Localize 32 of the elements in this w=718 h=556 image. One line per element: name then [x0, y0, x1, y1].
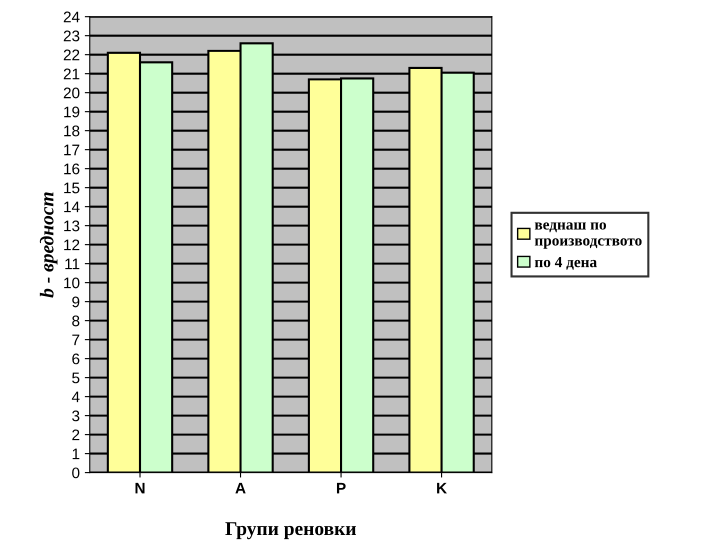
y-tick-label: 1 — [72, 448, 80, 460]
y-tick-label: 10 — [64, 278, 80, 288]
legend-label: по 4 дена — [534, 257, 597, 270]
y-tick-label: 18 — [64, 126, 80, 136]
y-tick-label: 0 — [72, 467, 80, 478]
y-tick-label: 4 — [72, 392, 80, 402]
y-tick-label: 21 — [64, 68, 80, 80]
y-tick-label: 8 — [72, 315, 80, 326]
y-tick-label: 22 — [64, 50, 80, 60]
y-tick-label: 24 — [64, 12, 80, 22]
y-tick-label: 15 — [64, 182, 80, 194]
y-tick-label: 20 — [64, 88, 80, 98]
y-tick-label: 6 — [72, 353, 80, 364]
y-tick-label: 13 — [64, 220, 80, 232]
y-tick-label: 5 — [72, 372, 80, 384]
x-tick-label: A — [235, 482, 246, 494]
x-axis-title: Групи реновки — [225, 522, 356, 540]
y-tick-label: 17 — [64, 144, 80, 156]
y-tick-label: 7 — [72, 334, 80, 346]
x-tick-label: N — [136, 482, 144, 494]
y-axis-title: b - вредност — [40, 192, 58, 298]
y-tick-label: 2 — [72, 429, 80, 440]
y-tick-label: 19 — [64, 106, 80, 118]
y-tick-label: 3 — [72, 410, 80, 422]
x-tick-label: K — [437, 482, 447, 494]
y-tick-label: 11 — [65, 258, 80, 270]
y-tick-label: 12 — [64, 240, 80, 250]
y-tick-label: 14 — [64, 202, 80, 212]
y-tick-label: 9 — [72, 296, 80, 308]
y-tick-label: 23 — [64, 30, 80, 42]
y-tick-label: 16 — [64, 164, 80, 174]
x-tick-label: P — [336, 482, 346, 494]
